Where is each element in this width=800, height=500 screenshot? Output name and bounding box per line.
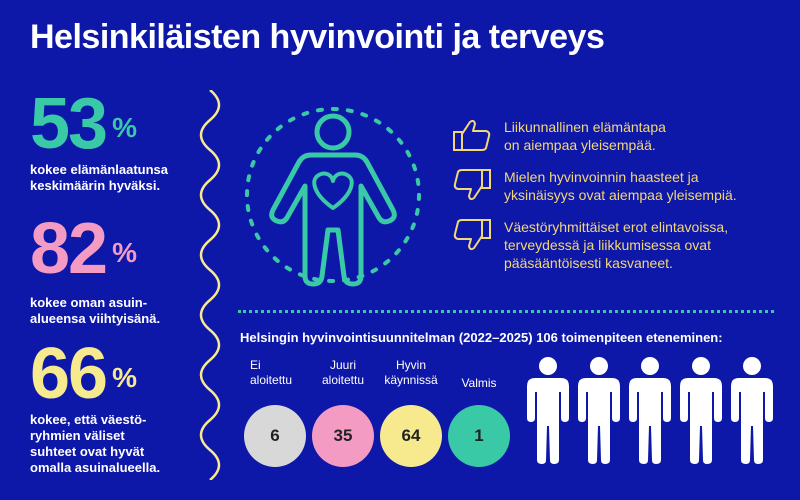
key-point: Liikunnallinen elämäntapa on aiempaa yle…	[452, 118, 782, 154]
point-line: Liikunnallinen elämäntapa	[504, 119, 666, 135]
thumbs-down-icon	[453, 169, 491, 201]
stat-quality-of-life: 53% kokee elämänlaatunsa keskimäärin hyv…	[30, 88, 168, 194]
desc-line: alueensa viihtyisänä.	[30, 311, 161, 326]
point-line: terveydessä ja liikkumisessa ovat	[504, 237, 711, 253]
person-icon	[578, 357, 620, 464]
stat-value: 82	[30, 209, 108, 289]
stat-description: kokee, että väestö- ryhmien väliset suht…	[30, 412, 160, 476]
point-line: Mielen hyvinvoinnin haasteet ja	[504, 169, 699, 185]
key-point: Mielen hyvinvoinnin haasteet ja yksinäis…	[452, 168, 782, 204]
stat-unit: %	[112, 362, 137, 393]
person-icon	[731, 357, 773, 464]
stat-unit: %	[112, 237, 137, 268]
point-line: on aiempaa yleisempää.	[504, 137, 656, 153]
legend-line: aloitettu	[321, 373, 365, 387]
point-line: yksinäisyys ovat aiempaa yleisempiä.	[504, 187, 737, 203]
legend-well-underway: Hyvin käynnissä	[378, 358, 444, 388]
page-title: Helsinkiläisten hyvinvointi ja terveys	[30, 18, 605, 56]
person-heart-icon	[245, 107, 421, 287]
thumbs-down-icon	[453, 219, 491, 251]
stat-description: kokee elämänlaatunsa keskimäärin hyväksi…	[30, 162, 168, 194]
legend-not-started: Ei aloitettu	[250, 358, 293, 388]
person-icon	[527, 357, 569, 464]
desc-line: keskimäärin hyväksi.	[30, 178, 161, 193]
legend-just-started: Juuri aloitettu	[312, 358, 374, 388]
stat-group-relations: 66% kokee, että väestö- ryhmien väliset …	[30, 338, 160, 476]
stat-description: kokee oman asuin- alueensa viihtyisänä.	[30, 295, 160, 327]
desc-line: suhteet ovat hyvät	[30, 444, 145, 459]
legend-line: Valmis	[461, 376, 497, 390]
key-points: Liikunnallinen elämäntapa on aiempaa yle…	[452, 118, 782, 286]
wavy-divider	[199, 90, 221, 480]
dotted-divider	[238, 310, 774, 313]
desc-line: kokee elämänlaatunsa	[30, 162, 169, 177]
legend-line: Juuri	[329, 358, 356, 372]
desc-line: kokee, että väestö-	[30, 412, 147, 427]
desc-line: ryhmien väliset	[30, 428, 125, 443]
desc-line: kokee oman asuin-	[30, 295, 148, 310]
circle-well-underway: 64	[380, 405, 442, 467]
person-icon	[680, 357, 722, 464]
thumbs-up-icon	[453, 119, 491, 151]
desc-line: omalla asuinalueella.	[30, 460, 161, 475]
circle-not-started: 6	[244, 405, 306, 467]
point-line: pääsääntöisesti kasvaneet.	[504, 255, 673, 271]
legend-done: Valmis	[448, 376, 510, 391]
legend-line: käynnissä	[384, 373, 438, 387]
stat-value: 66	[30, 334, 108, 414]
circle-done: 1	[448, 405, 510, 467]
person-icon	[629, 357, 671, 464]
legend-line: Hyvin	[395, 358, 426, 372]
point-line: Väestöryhmittäiset erot elintavoissa,	[504, 219, 729, 235]
people-row	[527, 357, 773, 464]
stat-unit: %	[112, 112, 137, 143]
key-point: Väestöryhmittäiset erot elintavoissa, te…	[452, 218, 782, 272]
plan-title: Helsingin hyvinvointisuunnitelman (2022–…	[240, 330, 723, 345]
legend-line: Ei	[250, 358, 261, 372]
legend-line: aloitettu	[250, 373, 293, 387]
circle-just-started: 35	[312, 405, 374, 467]
stat-neighbourhood: 82% kokee oman asuin- alueensa viihtyisä…	[30, 213, 160, 327]
stat-value: 53	[30, 84, 108, 164]
